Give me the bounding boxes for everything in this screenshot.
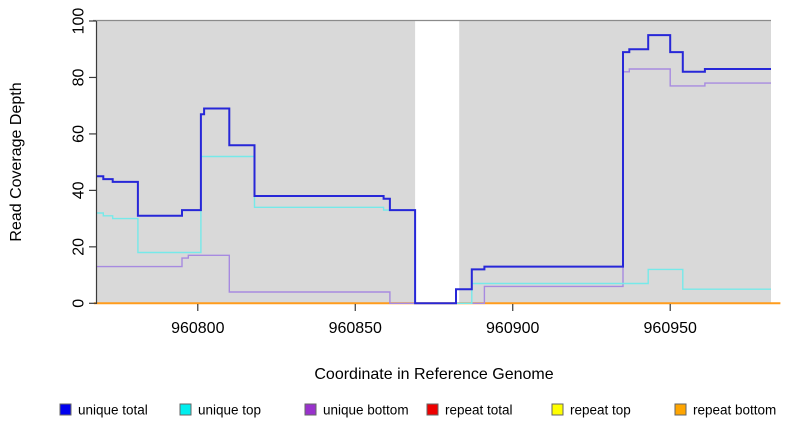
series-line-unique-top	[97, 155, 771, 304]
no-data-gap	[415, 21, 460, 303]
x-tick-label: 960900	[486, 320, 539, 337]
legend-label: unique top	[198, 403, 261, 418]
legend-item-unique-total: unique total	[59, 403, 148, 418]
axes-layer: 0 20 40 60 80 100 960800 960850 960900 960950	[71, 8, 697, 337]
y-tick-label: 40	[71, 181, 88, 199]
legend-label: unique bottom	[323, 403, 409, 418]
series-line-unique-total	[97, 34, 771, 305]
legend-label: repeat top	[570, 403, 631, 418]
y-tick-label: 0	[71, 299, 88, 308]
plot-background-layer	[93, 19, 771, 304]
x-tick-label: 960850	[329, 320, 382, 337]
legend-swatch	[426, 403, 439, 416]
legend-swatch	[59, 403, 72, 416]
y-tick-label: 100	[71, 8, 88, 35]
legend-item-repeat-bottom: repeat bottom	[674, 403, 776, 418]
y-tick-label: 80	[71, 68, 88, 86]
legend-swatch	[179, 403, 192, 416]
legend-label: repeat bottom	[693, 403, 776, 418]
legend-swatch	[304, 403, 317, 416]
legend-label: unique total	[78, 403, 148, 418]
legend-swatch	[551, 403, 564, 416]
legend-item-repeat-top: repeat top	[551, 403, 631, 418]
y-tick-label: 60	[71, 125, 88, 143]
series-line-unique-bottom	[97, 68, 771, 304]
legend-label: repeat total	[445, 403, 513, 418]
legend-swatch	[674, 403, 687, 416]
series-lines-layer	[93, 34, 781, 305]
x-axis-title: Coordinate in Reference Genome	[314, 366, 554, 383]
legend-item-unique-top: unique top	[179, 403, 261, 418]
y-axis-title: Read Coverage Depth	[8, 82, 25, 242]
legend: unique total unique top unique bottom repea…	[59, 403, 776, 418]
x-tick-label: 960950	[644, 320, 697, 337]
y-tick-label: 20	[71, 238, 88, 256]
legend-item-unique-bottom: unique bottom	[304, 403, 409, 418]
x-tick-label: 960800	[171, 320, 224, 337]
legend-item-repeat-total: repeat total	[426, 403, 513, 418]
